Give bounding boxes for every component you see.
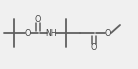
Text: O: O xyxy=(105,28,111,37)
Text: NH: NH xyxy=(45,28,57,37)
Text: O: O xyxy=(91,43,97,51)
Text: O: O xyxy=(35,14,41,24)
Text: O: O xyxy=(25,28,31,37)
